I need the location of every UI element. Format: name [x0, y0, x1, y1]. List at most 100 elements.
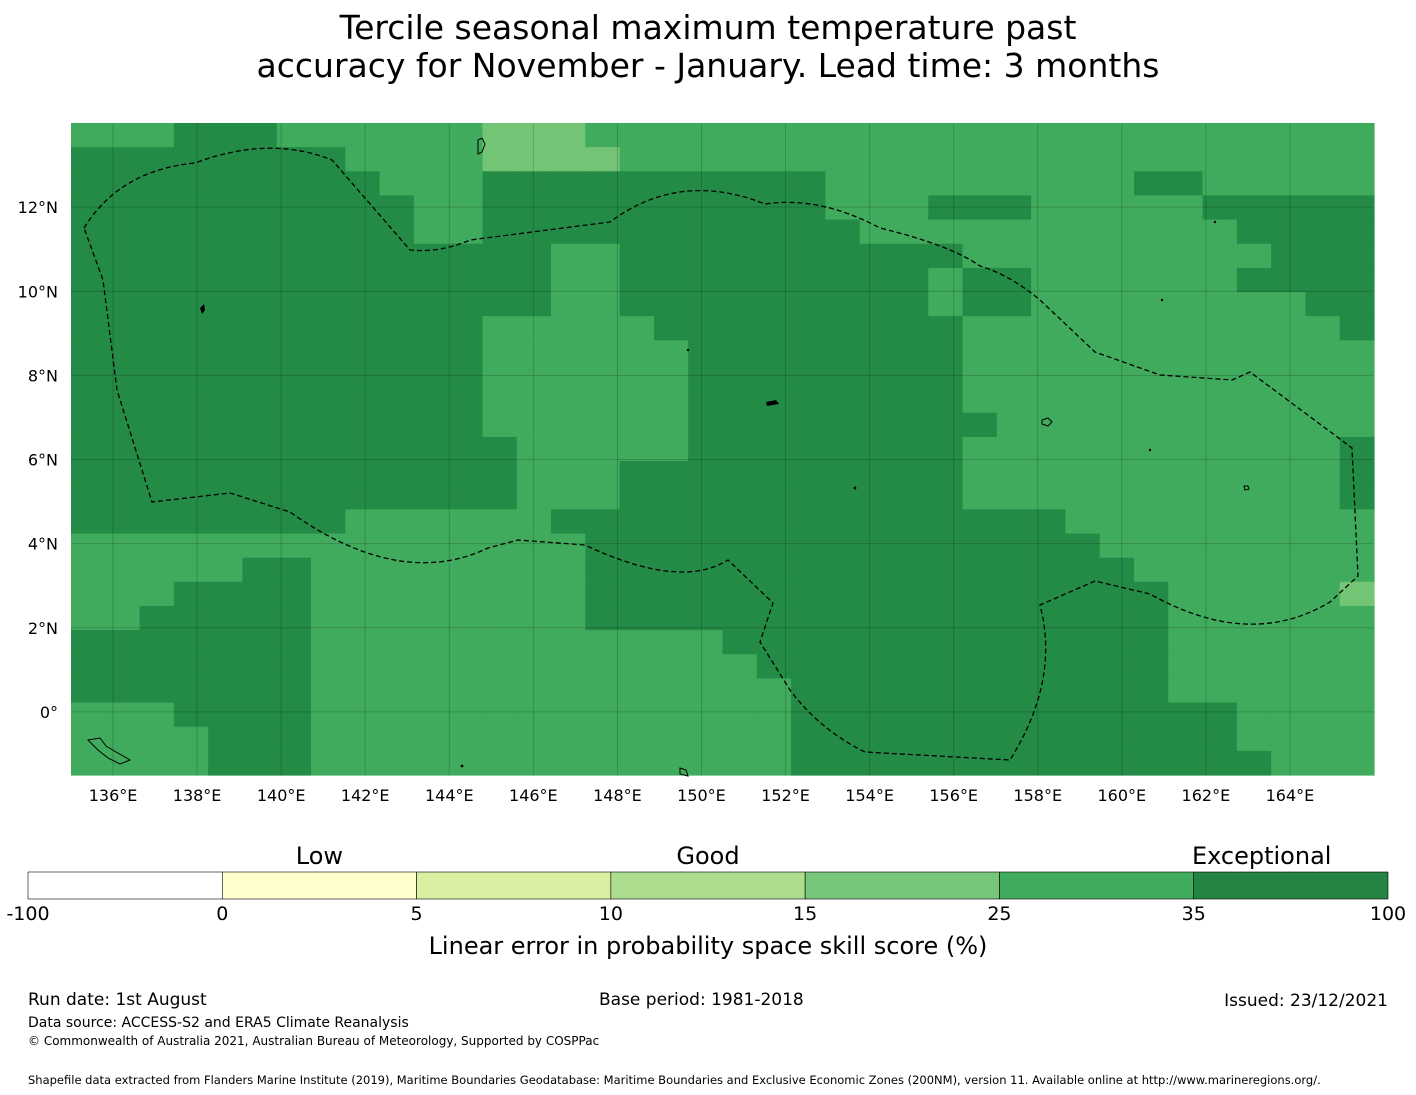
grid-cell: [311, 364, 346, 390]
grid-cell: [619, 581, 655, 607]
grid-cell: [1099, 364, 1135, 390]
grid-cell: [585, 412, 621, 438]
grid-cell: [825, 340, 861, 366]
grid-cell: [893, 412, 929, 438]
grid-cell: [516, 123, 552, 148]
grid-cell: [619, 412, 655, 438]
grid-cell: [1236, 219, 1272, 245]
grid-cell: [1031, 436, 1066, 462]
grid-cell: [413, 533, 449, 559]
grid-cell: [791, 485, 826, 510]
grid-cell: [276, 678, 312, 704]
grid-cell: [825, 412, 861, 438]
grid-cell: [893, 581, 929, 607]
grid-cell: [859, 147, 895, 172]
grid-cell: [1271, 171, 1307, 197]
grid-cell: [379, 436, 415, 462]
grid-cell: [413, 267, 449, 293]
grid-cell: [1031, 630, 1066, 655]
grid-cell: [1236, 750, 1272, 776]
grid-cell: [1099, 485, 1135, 510]
grid-cell: [242, 267, 278, 293]
grid-cell: [1271, 461, 1307, 486]
grid-cell: [242, 509, 278, 535]
grid-cell: [859, 726, 895, 752]
grid-cell: [276, 243, 312, 269]
grid-cell: [1271, 750, 1307, 776]
grid-cell: [311, 654, 346, 680]
skill-score-grid: [71, 123, 1375, 776]
grid-cell: [139, 750, 175, 776]
grid-cell: [825, 436, 861, 462]
legend-category-label: Low: [296, 842, 343, 870]
grid-cell: [1099, 243, 1135, 269]
grid-cell: [413, 316, 449, 341]
grid-cell: [1065, 195, 1101, 221]
grid-cell: [859, 364, 895, 390]
grid-cell: [1168, 630, 1204, 655]
grid-cell: [1065, 533, 1101, 559]
grid-cell: [688, 702, 724, 728]
grid-cell: [345, 171, 381, 197]
grid-cell: [893, 630, 929, 655]
grid-cell: [551, 147, 586, 172]
grid-cell: [379, 267, 415, 293]
longitude-tick-label: 144°E: [425, 786, 474, 805]
grid-cell: [208, 605, 244, 631]
grid-cell: [173, 461, 209, 486]
grid-cell: [791, 412, 826, 438]
grid-cell: [139, 364, 175, 390]
grid-cell: [1305, 436, 1341, 462]
colorbar-legend: Low Good Exceptional -100 0 5 10 15 25 35 100 Lin…: [6, 842, 1406, 960]
grid-cell: [996, 219, 1032, 245]
grid-cell: [756, 243, 792, 269]
grid-cell: [516, 364, 552, 390]
grid-cell: [139, 509, 175, 535]
grid-cell: [1099, 267, 1135, 293]
grid-cell: [173, 750, 209, 776]
grid-cell: [242, 147, 278, 172]
grid-cell: [1133, 123, 1169, 148]
longitude-tick-label: 156°E: [929, 786, 978, 805]
grid-cell: [825, 388, 861, 414]
grid-cell: [242, 678, 278, 704]
grid-cell: [996, 316, 1032, 341]
grid-cell: [1202, 461, 1238, 486]
grid-cell: [105, 509, 141, 535]
grid-cell: [242, 388, 278, 414]
grid-cell: [1236, 316, 1272, 341]
latitude-tick-label: 8°N: [28, 366, 58, 385]
grid-cell: [71, 581, 106, 607]
grid-cell: [242, 750, 278, 776]
grid-cell: [996, 364, 1032, 390]
grid-cell: [928, 581, 964, 607]
colorbar-tick-label: 10: [599, 903, 623, 925]
grid-cell: [208, 195, 244, 221]
grid-cell: [619, 171, 655, 197]
grid-cell: [619, 605, 655, 631]
grid-cell: [1339, 292, 1375, 317]
grid-cell: [379, 654, 415, 680]
grid-cell: [1099, 630, 1135, 655]
grid-cell: [791, 219, 826, 245]
grid-cell: [859, 316, 895, 341]
grid-cell: [242, 123, 278, 148]
grid-cell: [585, 654, 621, 680]
grid-cell: [1271, 605, 1307, 631]
colorbar-axis-label: Linear error in probability space skill …: [429, 932, 988, 960]
grid-cell: [448, 219, 484, 245]
grid-cell: [996, 509, 1032, 535]
grid-cell: [551, 581, 586, 607]
grid-cell: [71, 123, 106, 148]
grid-cell: [173, 654, 209, 680]
grid-cell: [996, 292, 1032, 317]
grid-cell: [345, 436, 381, 462]
grid-cell: [413, 171, 449, 197]
grid-cell: [1065, 605, 1101, 631]
grid-cell: [928, 726, 964, 752]
grid-cell: [893, 533, 929, 559]
grid-cell: [1339, 340, 1375, 366]
grid-cell: [173, 388, 209, 414]
grid-cell: [825, 654, 861, 680]
grid-cell: [276, 581, 312, 607]
